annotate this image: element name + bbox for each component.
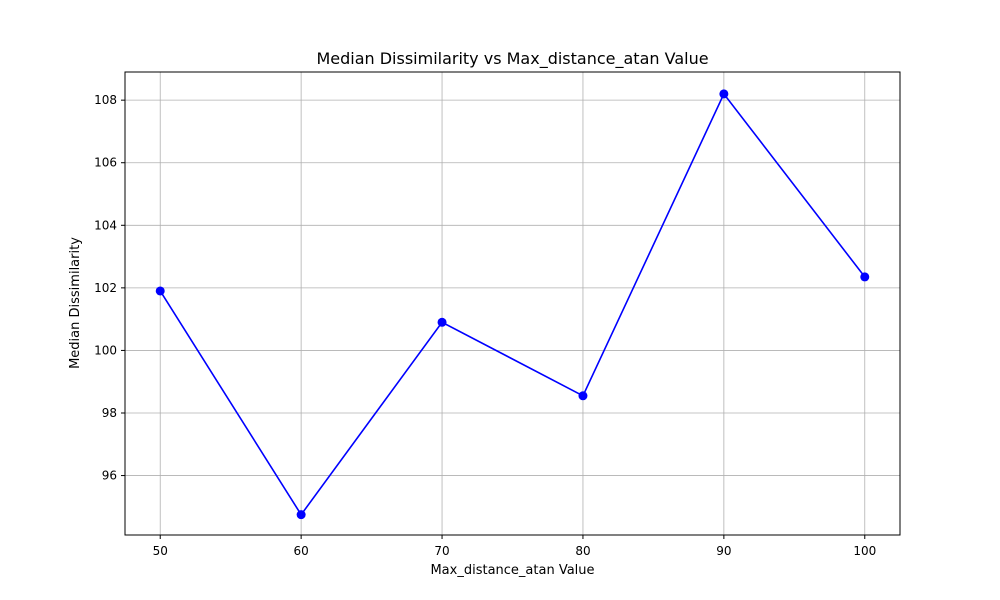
chart-title: Median Dissimilarity vs Max_distance_ata…	[316, 49, 708, 69]
y-tick-label: 106	[94, 156, 117, 170]
x-tick-label: 60	[293, 544, 308, 558]
data-point	[860, 272, 870, 282]
data-point	[578, 391, 588, 401]
x-axis: 50 60 70 80 90 100	[153, 535, 876, 558]
x-tick-label: 70	[434, 544, 449, 558]
data-point	[437, 317, 447, 327]
y-axis-label: Median Dissimilarity	[68, 237, 83, 369]
series-line	[159, 92, 866, 517]
data-point	[719, 89, 729, 99]
x-axis-label: Max_distance_atan Value	[430, 563, 594, 578]
plot-frame	[124, 71, 901, 536]
data-point	[155, 286, 165, 296]
x-tick-label: 90	[716, 544, 731, 558]
y-tick-label: 102	[94, 281, 117, 295]
x-tick-label: 80	[575, 544, 590, 558]
gridlines	[125, 72, 900, 535]
y-tick-label: 108	[94, 93, 117, 107]
y-tick-label: 104	[94, 218, 117, 232]
y-tick-label: 96	[102, 469, 117, 483]
data-point	[296, 510, 306, 520]
y-tick-label: 100	[94, 343, 117, 357]
y-tick-label: 98	[102, 406, 117, 420]
x-tick-label: 50	[153, 544, 168, 558]
x-tick-label: 100	[853, 544, 876, 558]
plot-area	[124, 71, 901, 536]
y-axis: 96 98 100 102 104 106 108	[94, 93, 125, 483]
